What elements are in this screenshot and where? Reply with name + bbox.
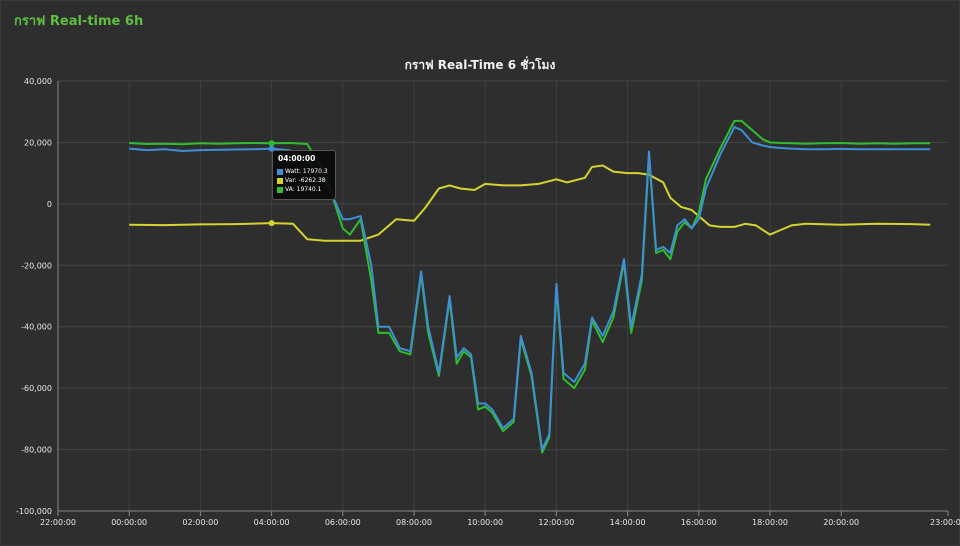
- x-tick-label: 10:00:00: [467, 518, 503, 527]
- tooltip: 04:00:00 Watt: 17970.3 Var: -6262.38 VA:…: [272, 150, 336, 200]
- x-tick-label: 16:00:00: [681, 518, 717, 527]
- x-tick-label: 20:00:00: [823, 518, 859, 527]
- var-swatch: [277, 177, 283, 184]
- series-line-va: [129, 119, 931, 454]
- y-tick-label: 40,000: [24, 77, 52, 86]
- x-tick-label: 14:00:00: [610, 518, 646, 527]
- y-tick-label: -80,000: [21, 446, 52, 455]
- panel-title: กราฟ Real-time 6h: [14, 14, 144, 29]
- tooltip-row-watt: Watt: 17970.3: [277, 168, 328, 176]
- tooltip-row-va: VA: 19740.1: [277, 186, 321, 194]
- series-line-var: [129, 164, 931, 242]
- y-tick-label: -60,000: [21, 384, 52, 393]
- y-tick-label: -20,000: [21, 261, 52, 270]
- tooltip-va-label: VA: 19740.1: [285, 186, 322, 193]
- x-tick-label: 02:00:00: [182, 518, 218, 527]
- y-tick-label: 20,000: [24, 138, 52, 147]
- x-tick-label: 06:00:00: [325, 518, 361, 527]
- x-tick-label: 18:00:00: [752, 518, 788, 527]
- watt-swatch: [277, 168, 283, 175]
- series-line-watt: [129, 126, 931, 451]
- chart-title: กราฟ Real-Time 6 ชั่วโมง: [404, 58, 556, 72]
- y-tick-label: -40,000: [21, 323, 52, 332]
- x-tick-label: 04:00:00: [254, 518, 290, 527]
- x-tick-label: 00:00:00: [111, 518, 147, 527]
- tooltip-watt-label: Watt: 17970.3: [285, 168, 328, 175]
- highlight-point-var: [268, 220, 275, 227]
- tooltip-row-var: Var: -6262.38: [277, 177, 326, 185]
- x-tick-label: 22:00:00: [40, 518, 76, 527]
- tooltip-var-label: Var: -6262.38: [285, 177, 326, 184]
- va-swatch: [277, 186, 283, 193]
- y-tick-label: 0: [47, 200, 52, 209]
- x-tick-label: 12:00:00: [538, 518, 574, 527]
- highlight-point-va: [268, 140, 275, 147]
- x-tick-label: 08:00:00: [396, 518, 432, 527]
- x-tick-label: 23:00:00: [930, 518, 960, 527]
- tooltip-time: 04:00:00: [278, 154, 316, 163]
- y-tick-label: -100,000: [16, 507, 52, 516]
